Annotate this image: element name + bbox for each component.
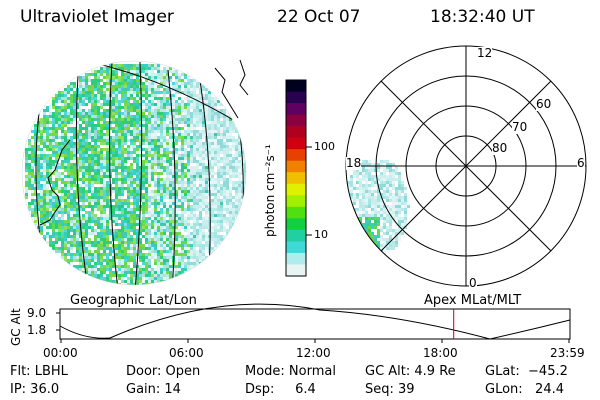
orbit-plot-frame (59, 308, 571, 340)
colorbar-tick-label-10: 10 (314, 228, 328, 241)
gc-alt-value: GC Alt: 4.9 Re (365, 364, 456, 379)
orbit-xtick-0: 00:00 (43, 346, 78, 360)
mlt-label-18: 18 (346, 156, 362, 170)
colorbar-tick-label-100: 100 (314, 140, 335, 153)
orbit-xtick-4: 23:59 (550, 346, 585, 360)
mlat-label-60: 60 (536, 97, 552, 111)
orbit-altitude-curve (59, 303, 571, 340)
orbit-ytick-bottom: 1.8 (27, 323, 47, 337)
mlt-label-12: 12 (477, 46, 493, 60)
orbit-ylabel: GC Alt (9, 308, 23, 346)
gain-value: Gain: 14 (126, 382, 181, 397)
glat-value: GLat: −45.2 (485, 364, 568, 379)
dsp-value: Dsp: 6.4 (245, 382, 316, 397)
orbit-x-ticks (60, 339, 570, 343)
glon-value: GLon: 24.4 (485, 382, 565, 397)
time-label: 18:32:40 UT (430, 7, 535, 27)
filter-value: Flt: LBHL (10, 364, 68, 379)
mlat-label-70: 70 (512, 120, 528, 134)
orbit-xtick-1: 06:00 (169, 346, 204, 360)
mode-value: Mode: Normal (245, 364, 336, 379)
coastline (39, 59, 249, 226)
mlt-label-6: 6 (577, 156, 585, 170)
mlat-label-80: 80 (492, 141, 508, 155)
apex-caption: Apex MLat/MLT (424, 293, 522, 308)
geographic-caption: Geographic Lat/Lon (70, 293, 197, 308)
orbit-ytick-top: 9.0 (27, 306, 47, 320)
date-label: 22 Oct 07 (277, 7, 361, 27)
polar-grid (345, 45, 587, 287)
door-value: Door: Open (126, 364, 201, 379)
orbit-xtick-3: 18:00 (423, 346, 458, 360)
instrument-title: Ultraviolet Imager (20, 7, 174, 27)
seq-value: Seq: 39 (365, 382, 415, 397)
orbit-xtick-2: 12:00 (296, 346, 331, 360)
mlt-label-0: 0 (469, 276, 477, 290)
ip-value: IP: 36.0 (10, 382, 60, 397)
globe-emission-pixels (25, 64, 246, 285)
